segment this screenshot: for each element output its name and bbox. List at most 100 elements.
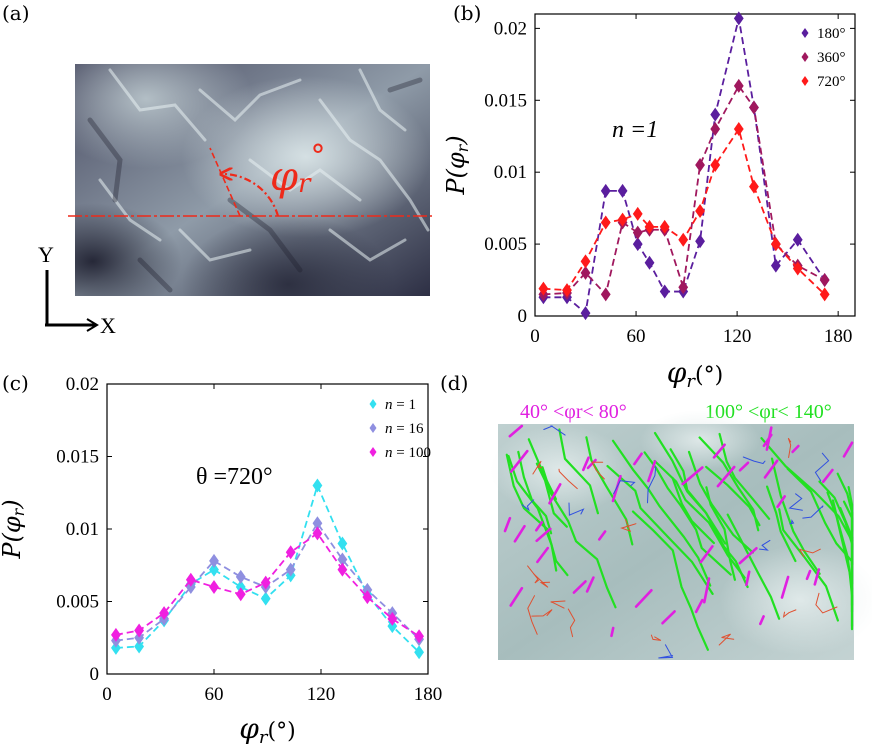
c-data-point <box>337 552 348 567</box>
c-y-axis-label: P(φr) <box>0 499 28 559</box>
b-legend-marker <box>801 76 809 86</box>
c-legend-marker <box>369 423 377 433</box>
b-data-point <box>733 11 744 26</box>
crack-other <box>521 499 535 512</box>
crack-range1 <box>763 459 779 479</box>
crack-range2 <box>770 457 821 575</box>
crack-range1 <box>536 546 549 564</box>
b-data-point <box>617 183 628 198</box>
b-legend-label: 720° <box>817 74 846 90</box>
b-legend-label: 360° <box>817 50 846 66</box>
crack-other <box>533 573 551 588</box>
crack-range1 <box>582 456 590 472</box>
crack-range2 <box>585 436 634 546</box>
crack-range2 <box>705 486 736 581</box>
crack-other <box>789 519 795 525</box>
b-data-point <box>710 158 721 172</box>
crack-other <box>568 502 585 516</box>
crack-range2 <box>786 467 854 585</box>
crack-range1 <box>509 586 524 607</box>
crack-other <box>550 600 566 609</box>
crack-range2 <box>558 428 599 515</box>
crack-other <box>591 461 605 480</box>
panel-a-heightmap <box>75 64 430 296</box>
crack-range2 <box>726 513 781 620</box>
c-data-point <box>134 639 144 654</box>
c-data-point <box>235 587 246 602</box>
crack-range1 <box>661 610 676 625</box>
panel-a-axes-indicator: Y X <box>38 242 116 338</box>
crack-range2 <box>611 439 712 587</box>
panel-c-annotation: θ =720° <box>196 464 273 490</box>
crack-range1 <box>647 460 657 483</box>
b-data-point <box>632 206 643 221</box>
c-y-tick-label: 0 <box>90 664 100 685</box>
b-y-tick-label: 0.02 <box>494 18 527 39</box>
crack-other <box>718 633 735 646</box>
b-data-point <box>710 107 721 122</box>
crack-other <box>814 452 830 482</box>
crack-range1 <box>634 589 653 608</box>
c-legend-marker <box>369 399 377 409</box>
b-data-point <box>819 273 830 288</box>
crack-other <box>650 634 662 641</box>
crack-range1 <box>548 483 562 505</box>
c-data-point <box>159 606 169 621</box>
b-y-tick-label: 0.015 <box>484 90 527 111</box>
crack-range2 <box>643 451 732 576</box>
b-y-tick-label: 0.005 <box>484 234 527 255</box>
b-data-point <box>695 158 705 172</box>
crack-other <box>567 608 576 638</box>
b-data-point <box>562 283 572 298</box>
c-data-point <box>312 516 323 531</box>
c-data-point <box>209 553 219 568</box>
crack-range2 <box>606 465 714 595</box>
c-legend-marker <box>369 447 377 457</box>
c-x-tick-label: 0 <box>102 684 112 705</box>
phi-symbol: φ <box>270 154 298 200</box>
b-data-point <box>678 232 689 247</box>
b-data-point <box>600 183 611 198</box>
b-x-tick-label: 120 <box>723 326 752 347</box>
b-data-point <box>644 219 655 234</box>
c-legend-label: n = 1 <box>385 397 416 413</box>
crack-range2 <box>541 466 617 609</box>
c-y-tick-label: 0.015 <box>56 447 99 468</box>
b-data-point <box>792 261 803 276</box>
crack-range1 <box>791 444 800 454</box>
b-y-axis-label: P(φr) <box>442 135 472 195</box>
crack-range1 <box>813 568 821 586</box>
c-x-axis-label: φr(°) <box>239 712 295 748</box>
b-data-point <box>632 237 643 252</box>
b-y-tick-label: 0.01 <box>494 162 527 183</box>
crack-range1 <box>712 443 726 459</box>
panel-c-label: (c) <box>2 371 29 395</box>
b-data-point <box>749 100 759 115</box>
panel-c-chart: 0 60 120 180 0 0.005 0.01 0.015 0.02 P(φr) φr(°) n … <box>0 374 442 748</box>
crack-range2 <box>669 448 727 545</box>
c-legend-label: n = 16 <box>385 421 424 437</box>
crack-range1 <box>805 569 812 581</box>
c-data-point <box>260 575 271 590</box>
crack-range1 <box>503 516 512 533</box>
b-data-point <box>659 284 670 299</box>
crack-range2 <box>505 453 569 577</box>
c-legend-label: n = 100 <box>385 445 431 461</box>
c-data-point <box>235 569 246 584</box>
crack-range2 <box>517 450 553 535</box>
panel-b-label: (b) <box>453 1 481 25</box>
panel-d-label: (d) <box>440 371 468 395</box>
crack-range1 <box>508 424 524 438</box>
b-data-point <box>770 237 781 252</box>
b-data-point <box>792 232 803 247</box>
b-x-tick-label: 0 <box>530 326 540 347</box>
c-series-line-1 <box>115 482 420 653</box>
crack-other <box>742 456 766 465</box>
b-x-tick-label: 60 <box>627 326 646 347</box>
crack-other <box>527 565 540 584</box>
b-legend-label: 180° <box>817 26 846 42</box>
b-data-point <box>632 225 643 240</box>
crack-other <box>558 468 578 490</box>
crack-range2 <box>766 485 797 563</box>
